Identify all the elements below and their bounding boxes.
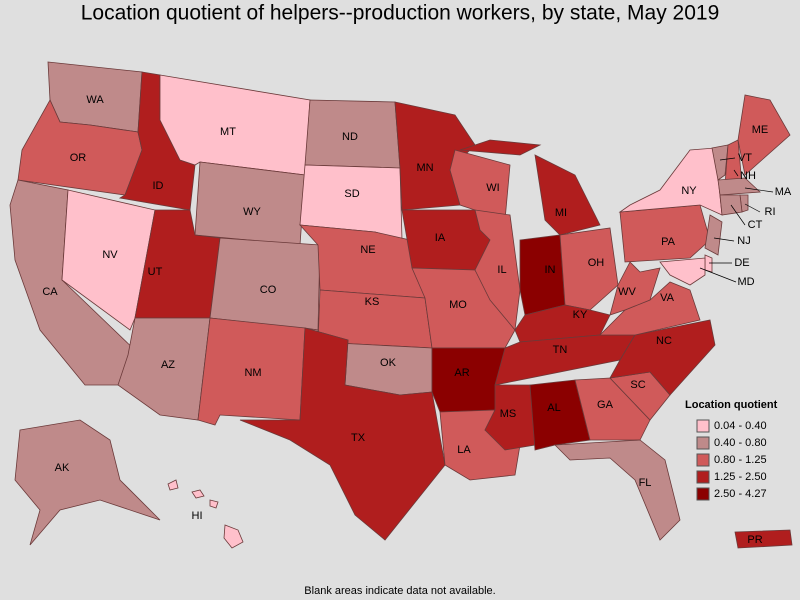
- state-label: NV: [102, 249, 118, 261]
- state-label: CO: [260, 284, 277, 296]
- leader-line: [719, 157, 736, 161]
- state: [737, 94, 791, 176]
- state-label: TX: [351, 432, 366, 444]
- state: [717, 177, 761, 196]
- state-label: SD: [344, 188, 359, 200]
- legend-swatch: [696, 419, 710, 433]
- state-label: OK: [380, 357, 397, 369]
- legend-label: 0.04 - 0.40: [714, 420, 767, 432]
- state-label: NH: [740, 170, 756, 182]
- leader-line: [733, 169, 739, 177]
- state-label: ID: [153, 180, 164, 192]
- state-label: VA: [660, 292, 675, 304]
- state-label: LA: [457, 444, 471, 456]
- state-label: AR: [454, 367, 469, 379]
- state: [519, 234, 566, 316]
- state-label: PA: [661, 236, 676, 248]
- leader-line: [713, 237, 735, 242]
- state: [559, 227, 619, 311]
- map-title: Location quotient of helpers--production…: [81, 2, 720, 25]
- state-label: WV: [618, 286, 636, 298]
- state-label: IA: [435, 232, 446, 244]
- state: [61, 189, 156, 331]
- state-label: IL: [497, 264, 506, 276]
- state-label: HI: [192, 510, 203, 522]
- state-label: NY: [681, 185, 697, 197]
- state-label: MT: [220, 126, 236, 138]
- state: [431, 347, 506, 413]
- state: [167, 479, 244, 549]
- state-label: WI: [486, 182, 499, 194]
- leader-line: [744, 203, 761, 213]
- legend-swatch: [696, 453, 710, 467]
- state-label: VT: [738, 152, 752, 164]
- state-label: PR: [747, 534, 762, 546]
- state-label: OH: [588, 257, 605, 269]
- state: [529, 379, 591, 451]
- state: [734, 529, 793, 549]
- state-label: MA: [775, 186, 792, 198]
- leader-line: [699, 267, 737, 283]
- state: [704, 214, 723, 256]
- legend-label: 1.25 - 2.50: [714, 471, 767, 483]
- state-label: AZ: [161, 359, 175, 371]
- state-label: WA: [86, 94, 104, 106]
- state-label: WY: [243, 206, 261, 218]
- state: [401, 209, 491, 271]
- state: [618, 147, 723, 216]
- state: [554, 439, 681, 541]
- state-label: NJ: [737, 235, 750, 247]
- state-label: MS: [500, 408, 517, 420]
- state: [619, 204, 711, 263]
- state-label: GA: [597, 399, 614, 411]
- state-label: OR: [70, 152, 87, 164]
- state-label: FL: [639, 477, 652, 489]
- legend-swatch: [696, 470, 710, 484]
- legend-label: 2.50 - 4.27: [714, 488, 767, 500]
- state: [194, 161, 306, 246]
- state-label: KS: [365, 296, 380, 308]
- state: [704, 254, 713, 273]
- state-label: AL: [547, 402, 560, 414]
- state-label: TN: [553, 344, 568, 356]
- state-label: NC: [656, 335, 672, 347]
- state-label: AK: [55, 462, 70, 474]
- state-label: MN: [416, 162, 433, 174]
- legend-swatch: [696, 487, 710, 501]
- footnote: Blank areas indicate data not available.: [304, 585, 495, 597]
- state-label: UT: [148, 266, 163, 278]
- state-label: ME: [752, 124, 769, 136]
- state: [659, 257, 706, 286]
- state-label: DE: [734, 257, 749, 269]
- state: [711, 144, 729, 181]
- state-label: SC: [630, 379, 645, 391]
- legend-label: 0.80 - 1.25: [714, 454, 767, 466]
- state: [474, 209, 521, 331]
- state-label: MO: [449, 299, 467, 311]
- state-label: ND: [342, 131, 358, 143]
- state-label: CA: [42, 286, 58, 298]
- legend-label: 0.40 - 0.80: [714, 437, 767, 449]
- state: [459, 139, 601, 236]
- state-label: MD: [737, 276, 754, 288]
- state-label: MI: [555, 207, 567, 219]
- leader-line: [744, 187, 774, 193]
- state-label: NM: [244, 367, 261, 379]
- state: [609, 261, 661, 316]
- state-label: IN: [545, 264, 556, 276]
- state-label: NE: [360, 244, 375, 256]
- legend-swatch: [696, 436, 710, 450]
- leader-line: [730, 204, 746, 226]
- legend-title: Location quotient: [685, 399, 778, 411]
- state-label: RI: [765, 206, 776, 218]
- state-label: CT: [748, 219, 763, 231]
- state: [574, 377, 651, 441]
- state: [14, 419, 161, 546]
- state-label: KY: [573, 309, 588, 321]
